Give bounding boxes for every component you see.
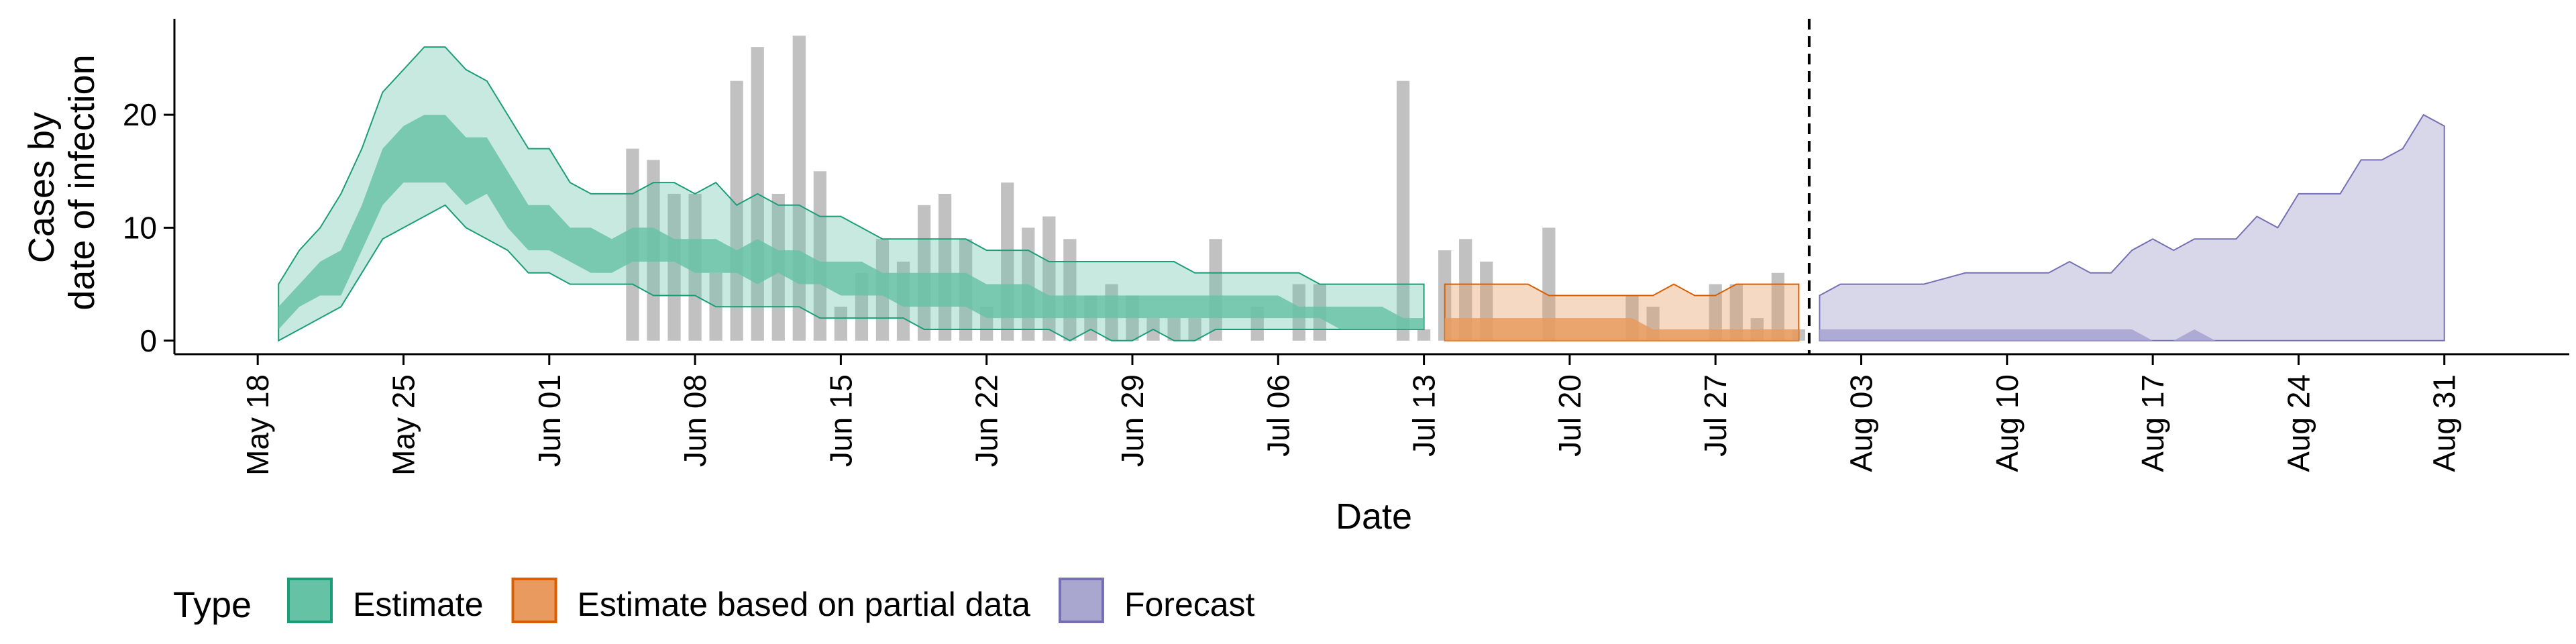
case-bar	[730, 80, 743, 341]
legend: Type Estimate Estimate based on partial d…	[173, 578, 1255, 625]
x-tick-label: Jun 01	[532, 374, 567, 467]
x-tick-label: Jul 06	[1260, 374, 1295, 457]
x-tick-label: May 25	[386, 374, 421, 476]
legend-label: Estimate	[353, 586, 484, 623]
legend-swatch	[511, 578, 557, 623]
y-axis-title-line-1: Cases by	[21, 112, 62, 263]
case-bar	[1167, 318, 1181, 341]
y-tick-label: 10	[123, 210, 157, 245]
x-tick-label: Aug 10	[1990, 374, 2025, 472]
x-tick-label: Aug 17	[2135, 374, 2170, 472]
legend-title: Type	[173, 585, 252, 625]
case-bar	[1542, 227, 1556, 341]
legend-label: Forecast	[1124, 586, 1255, 623]
case-bar	[813, 171, 826, 341]
case-bar	[1709, 284, 1722, 341]
x-tick-label: Aug 03	[1844, 374, 1879, 472]
y-axis-title-line-2: date of infection	[62, 54, 102, 310]
legend-label: Estimate based on partial data	[578, 586, 1031, 623]
forecast-inner-band	[1819, 329, 2445, 341]
case-bar	[667, 193, 681, 341]
x-tick-label: May 18	[240, 374, 275, 476]
x-tick-label: Jul 13	[1407, 374, 1442, 457]
x-tick-label: Aug 31	[2427, 374, 2462, 472]
case-bar	[1459, 239, 1472, 341]
forecast-outer-band	[1819, 113, 2445, 341]
case-bar	[1417, 329, 1431, 341]
legend-swatch	[1058, 578, 1104, 623]
case-bar	[1771, 272, 1784, 341]
estimate-bands	[278, 46, 2445, 342]
case-bar	[1188, 318, 1201, 341]
case-bar	[1729, 284, 1743, 341]
x-tick-label: Jun 15	[823, 374, 858, 467]
y-tick-label: 20	[123, 97, 157, 132]
y-tick-label: 0	[140, 323, 157, 358]
legend-swatch	[287, 578, 333, 623]
x-tick-label: Jun 29	[1115, 374, 1150, 467]
x-axis-ticks: May 18 May 25 Jun 01 Jun 08 Jun 15 Jun 22 Jun …	[240, 354, 2462, 476]
case-bar	[834, 307, 848, 341]
estimate-inner-band	[278, 115, 1424, 329]
x-tick-label: Jun 22	[969, 374, 1004, 467]
x-tick-label: Jul 27	[1698, 374, 1733, 457]
partial-inner-band	[1444, 318, 1799, 341]
case-bar	[1396, 80, 1410, 341]
x-axis-title: Date	[1336, 496, 1412, 537]
y-axis-ticks: 0 10 20	[123, 97, 174, 358]
y-axis-title: Cases by date of infection	[21, 54, 102, 310]
x-tick-label: Aug 24	[2281, 374, 2316, 472]
x-tick-label: Jun 08	[678, 374, 712, 467]
x-tick-label: Jul 20	[1552, 374, 1587, 457]
